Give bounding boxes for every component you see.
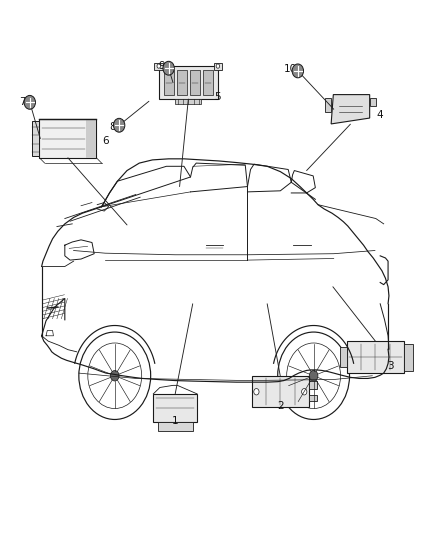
Circle shape bbox=[157, 64, 160, 68]
Text: 8: 8 bbox=[109, 122, 116, 132]
Text: 9: 9 bbox=[159, 61, 166, 71]
Circle shape bbox=[254, 389, 259, 395]
Polygon shape bbox=[325, 98, 331, 112]
Bar bbox=[159, 66, 218, 99]
Text: 7: 7 bbox=[19, 98, 26, 107]
Bar bbox=[175, 99, 201, 104]
Bar bbox=[214, 63, 222, 70]
Polygon shape bbox=[370, 98, 376, 107]
Bar bbox=[404, 344, 413, 370]
Text: 3: 3 bbox=[387, 361, 394, 370]
Circle shape bbox=[302, 389, 307, 395]
Bar bbox=[164, 70, 173, 95]
Text: 5: 5 bbox=[214, 92, 221, 102]
Bar bbox=[158, 422, 193, 431]
Bar bbox=[153, 394, 197, 422]
Text: 1: 1 bbox=[172, 416, 179, 426]
Text: 6: 6 bbox=[102, 136, 109, 146]
Circle shape bbox=[24, 95, 35, 109]
Bar bbox=[32, 122, 39, 156]
Circle shape bbox=[110, 370, 119, 381]
Text: 2: 2 bbox=[277, 401, 284, 411]
Bar bbox=[252, 376, 309, 407]
Bar bbox=[154, 63, 163, 70]
Bar bbox=[309, 381, 317, 389]
Bar bbox=[347, 341, 404, 373]
Circle shape bbox=[113, 118, 125, 132]
Bar bbox=[203, 70, 213, 95]
Circle shape bbox=[216, 64, 219, 68]
Polygon shape bbox=[331, 95, 370, 124]
Circle shape bbox=[309, 370, 318, 381]
Bar bbox=[39, 119, 96, 158]
Bar bbox=[340, 347, 347, 367]
Bar bbox=[190, 70, 200, 95]
Text: 4: 4 bbox=[377, 110, 384, 120]
Circle shape bbox=[163, 61, 174, 75]
Text: 10: 10 bbox=[284, 64, 297, 74]
Circle shape bbox=[292, 64, 304, 78]
Bar bbox=[177, 70, 187, 95]
Bar bbox=[86, 119, 96, 158]
Bar bbox=[309, 395, 317, 401]
